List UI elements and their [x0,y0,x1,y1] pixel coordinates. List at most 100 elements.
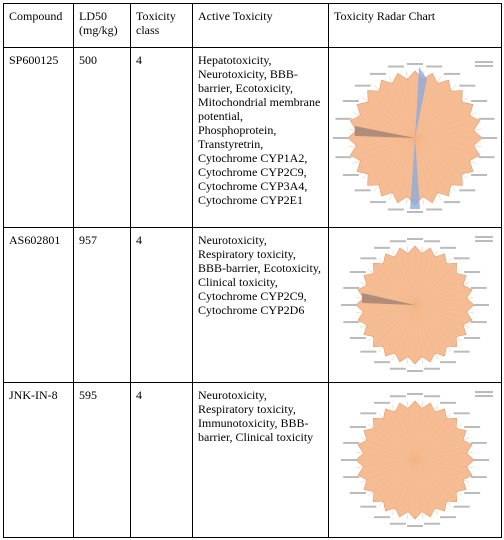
radar-decoration [355,400,475,520]
radar-decoration [389,240,406,243]
radar-decoration [478,155,495,158]
radar-decoration [343,286,360,289]
radar-decoration [475,395,493,397]
header-cell: Active Toxicity [192,3,329,48]
class-cell: 4 [130,227,193,383]
radar-decoration [342,173,359,176]
header-cell: Toxicity class [130,3,193,48]
radar-decoration [387,65,404,68]
radar-decoration [370,72,386,75]
radar-decoration [424,240,441,243]
radar-decoration [475,391,493,393]
radar-decoration [354,188,371,191]
toxicity-cell: Neurotoxicity, Respiratory toxicity, BBB… [192,227,329,383]
radar-decoration [374,401,390,404]
radar-decoration [341,459,357,461]
radar-decoration [407,62,423,65]
radar-decoration [370,200,386,203]
radar-decoration [342,99,359,102]
table-row: SP600125 500 4 Hepatotoxicity, Neurotoxi… [3,47,502,228]
radar-decoration [335,155,352,158]
radar-decoration [341,304,357,306]
radar-decoration [389,395,406,398]
radar-decoration [343,476,360,479]
radar-decoration [478,117,495,120]
radar-cell [328,227,502,383]
radar-decoration [424,367,441,370]
radar-decoration [349,426,366,428]
radar-decoration [374,516,390,519]
radar-decoration [349,492,366,494]
radar-decoration [407,238,423,240]
radar-decoration [410,137,420,209]
radar-decoration [475,64,493,67]
radar-decoration [453,257,470,260]
radar-decoration [387,207,404,210]
radar-decoration [459,84,476,87]
radar-decoration [475,236,493,238]
radar-decoration [360,257,377,260]
radar-cell [328,382,502,538]
radar-image [341,391,493,527]
toxicity-cell: Neurotoxicity, Respiratory toxicity, Imm… [192,382,329,538]
radar-decoration [407,393,423,395]
radar-decoration [444,200,460,203]
radar-decoration [360,350,377,353]
radar-decoration [473,459,489,461]
radar-decoration [470,441,487,444]
radar-decoration [453,412,470,415]
radar-decoration [343,441,360,444]
radar-decoration [470,286,487,289]
radar-image [341,236,493,372]
radar-decoration [389,522,406,525]
radar-decoration [475,60,493,63]
radar-decoration [407,525,423,527]
radar-decoration [335,117,352,120]
radar-decoration [464,426,481,428]
radar-decoration [354,125,415,138]
radar-decoration [470,321,487,324]
class-cell: 4 [130,47,193,228]
radar-decoration [471,173,488,176]
radar-decoration [453,505,470,508]
header-cell: LD50 (mg/kg) [73,3,131,48]
radar-decoration [424,522,441,525]
radar-decoration [415,66,427,138]
radar-decoration [464,492,481,494]
radar-decoration [333,136,349,139]
radar-decoration [349,271,366,273]
radar-decoration [440,246,456,249]
radar-decoration [471,99,488,102]
header-cell: Toxicity Radar Chart [328,3,502,48]
radar-decoration [374,246,390,249]
radar-decoration [424,395,441,398]
compound-cell: JNK-IN-8 [3,382,74,538]
radar-decoration [426,207,443,210]
compound-cell: AS602801 [3,227,74,383]
table-row: AS602801 957 4 Neurotoxicity, Respirator… [3,227,502,383]
radar-decoration [475,240,493,242]
header-row: Compound LD50 (mg/kg) Toxicity class Act… [3,3,502,48]
radar-image [333,60,497,213]
radar-decoration [354,84,371,87]
toxicity-table: Compound LD50 (mg/kg) Toxicity class Act… [3,3,502,538]
radar-decoration [453,350,470,353]
radar-decoration [389,367,406,370]
radar-decoration [440,401,456,404]
radar-decoration [426,65,443,68]
radar-decoration [444,72,460,75]
radar-decoration [464,271,481,273]
radar-decoration [374,361,390,364]
radar-decoration [464,337,481,339]
radar-decoration [459,188,476,191]
radar-decoration [473,304,489,306]
header-cell: Compound [3,3,74,48]
ld50-cell: 595 [73,382,131,538]
radar-decoration [407,210,423,213]
ld50-cell: 500 [73,47,131,228]
radar-decoration [481,136,497,139]
radar-decoration [440,516,456,519]
radar-decoration [440,361,456,364]
ld50-cell: 957 [73,227,131,383]
